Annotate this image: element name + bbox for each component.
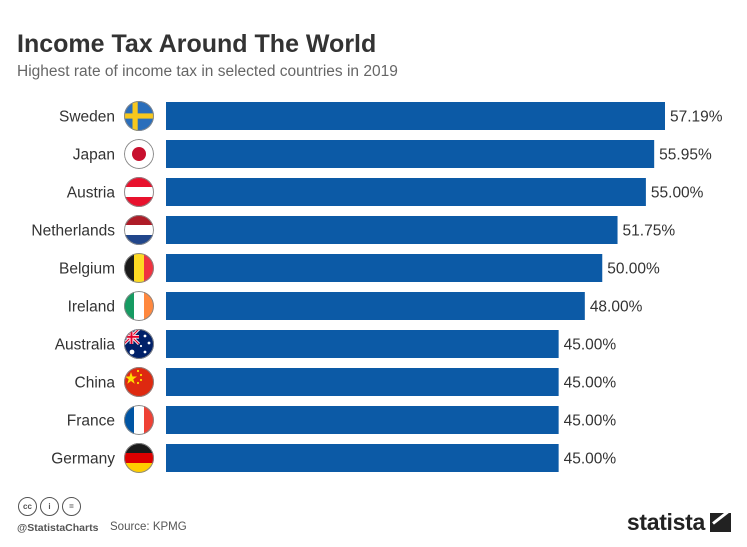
no-derivatives-icon: = [62,497,81,516]
bar [166,330,559,358]
bar [166,292,585,320]
chart-row: Germany 45.00% [51,443,616,473]
category-label: Austria [67,185,116,202]
category-label: Australia [55,337,116,354]
chart-subtitle: Highest rate of income tax in selected c… [17,63,398,80]
sweden-flag-icon [124,101,154,131]
chart-row: France 45.00% [67,405,617,435]
value-label: 45.00% [564,337,617,354]
category-label: Sweden [59,109,115,126]
netherlands-flag-icon [124,215,154,245]
chart-title: Income Tax Around The World [17,30,377,58]
category-label: Netherlands [31,223,115,240]
value-label: 50.00% [607,261,660,278]
australia-flag-icon [124,329,154,359]
category-label: Japan [73,147,115,164]
bar-chart: Sweden 57.19% Japan 55.95% Austria 55.00% Neth… [31,101,723,473]
france-flag-icon [124,405,154,435]
belgium-flag-icon [124,253,154,283]
license-icons: cc i = [18,497,81,516]
bar [166,216,618,244]
bar [166,178,646,206]
attribution-icon: i [40,497,59,516]
japan-flag-icon [124,139,154,169]
category-label: Germany [51,451,115,468]
value-label: 48.00% [590,299,643,316]
value-label: 45.00% [564,375,617,392]
value-label: 55.00% [651,185,704,202]
ireland-flag-icon [124,291,154,321]
bar [166,444,559,472]
statista-logo-icon [710,513,731,532]
china-flag-icon [124,367,154,397]
value-label: 51.75% [623,223,676,240]
value-label: 45.00% [564,413,617,430]
category-label: China [75,375,116,392]
category-label: Ireland [68,299,115,316]
value-label: 55.95% [659,147,712,164]
chart-row: Japan 55.95% [73,139,712,169]
chart-row: Netherlands 51.75% [31,215,675,245]
value-label: 45.00% [564,451,617,468]
germany-flag-icon [124,443,154,473]
statista-logo-text: statista [626,509,705,535]
bar [166,406,559,434]
value-label: 57.19% [670,109,723,126]
source-label: Source: KPMG [110,521,187,533]
bar [166,254,603,282]
chart-row: Sweden 57.19% [59,101,723,131]
chart-row: Austria 55.00% [67,177,704,207]
category-label: France [67,413,115,430]
chart-row: Australia 45.00% [55,329,617,359]
creative-commons-icon: cc [18,497,37,516]
chart-row: Belgium 50.00% [59,253,660,283]
bar [166,140,655,168]
statista-handle: @StatistaCharts [17,522,99,534]
category-label: Belgium [59,261,115,278]
bar [166,102,665,130]
chart-row: Ireland 48.00% [68,291,643,321]
austria-flag-icon [124,177,154,207]
statista-logo[interactable]: statista [627,509,731,536]
bar [166,368,559,396]
chart-row: China 45.00% [75,367,617,397]
